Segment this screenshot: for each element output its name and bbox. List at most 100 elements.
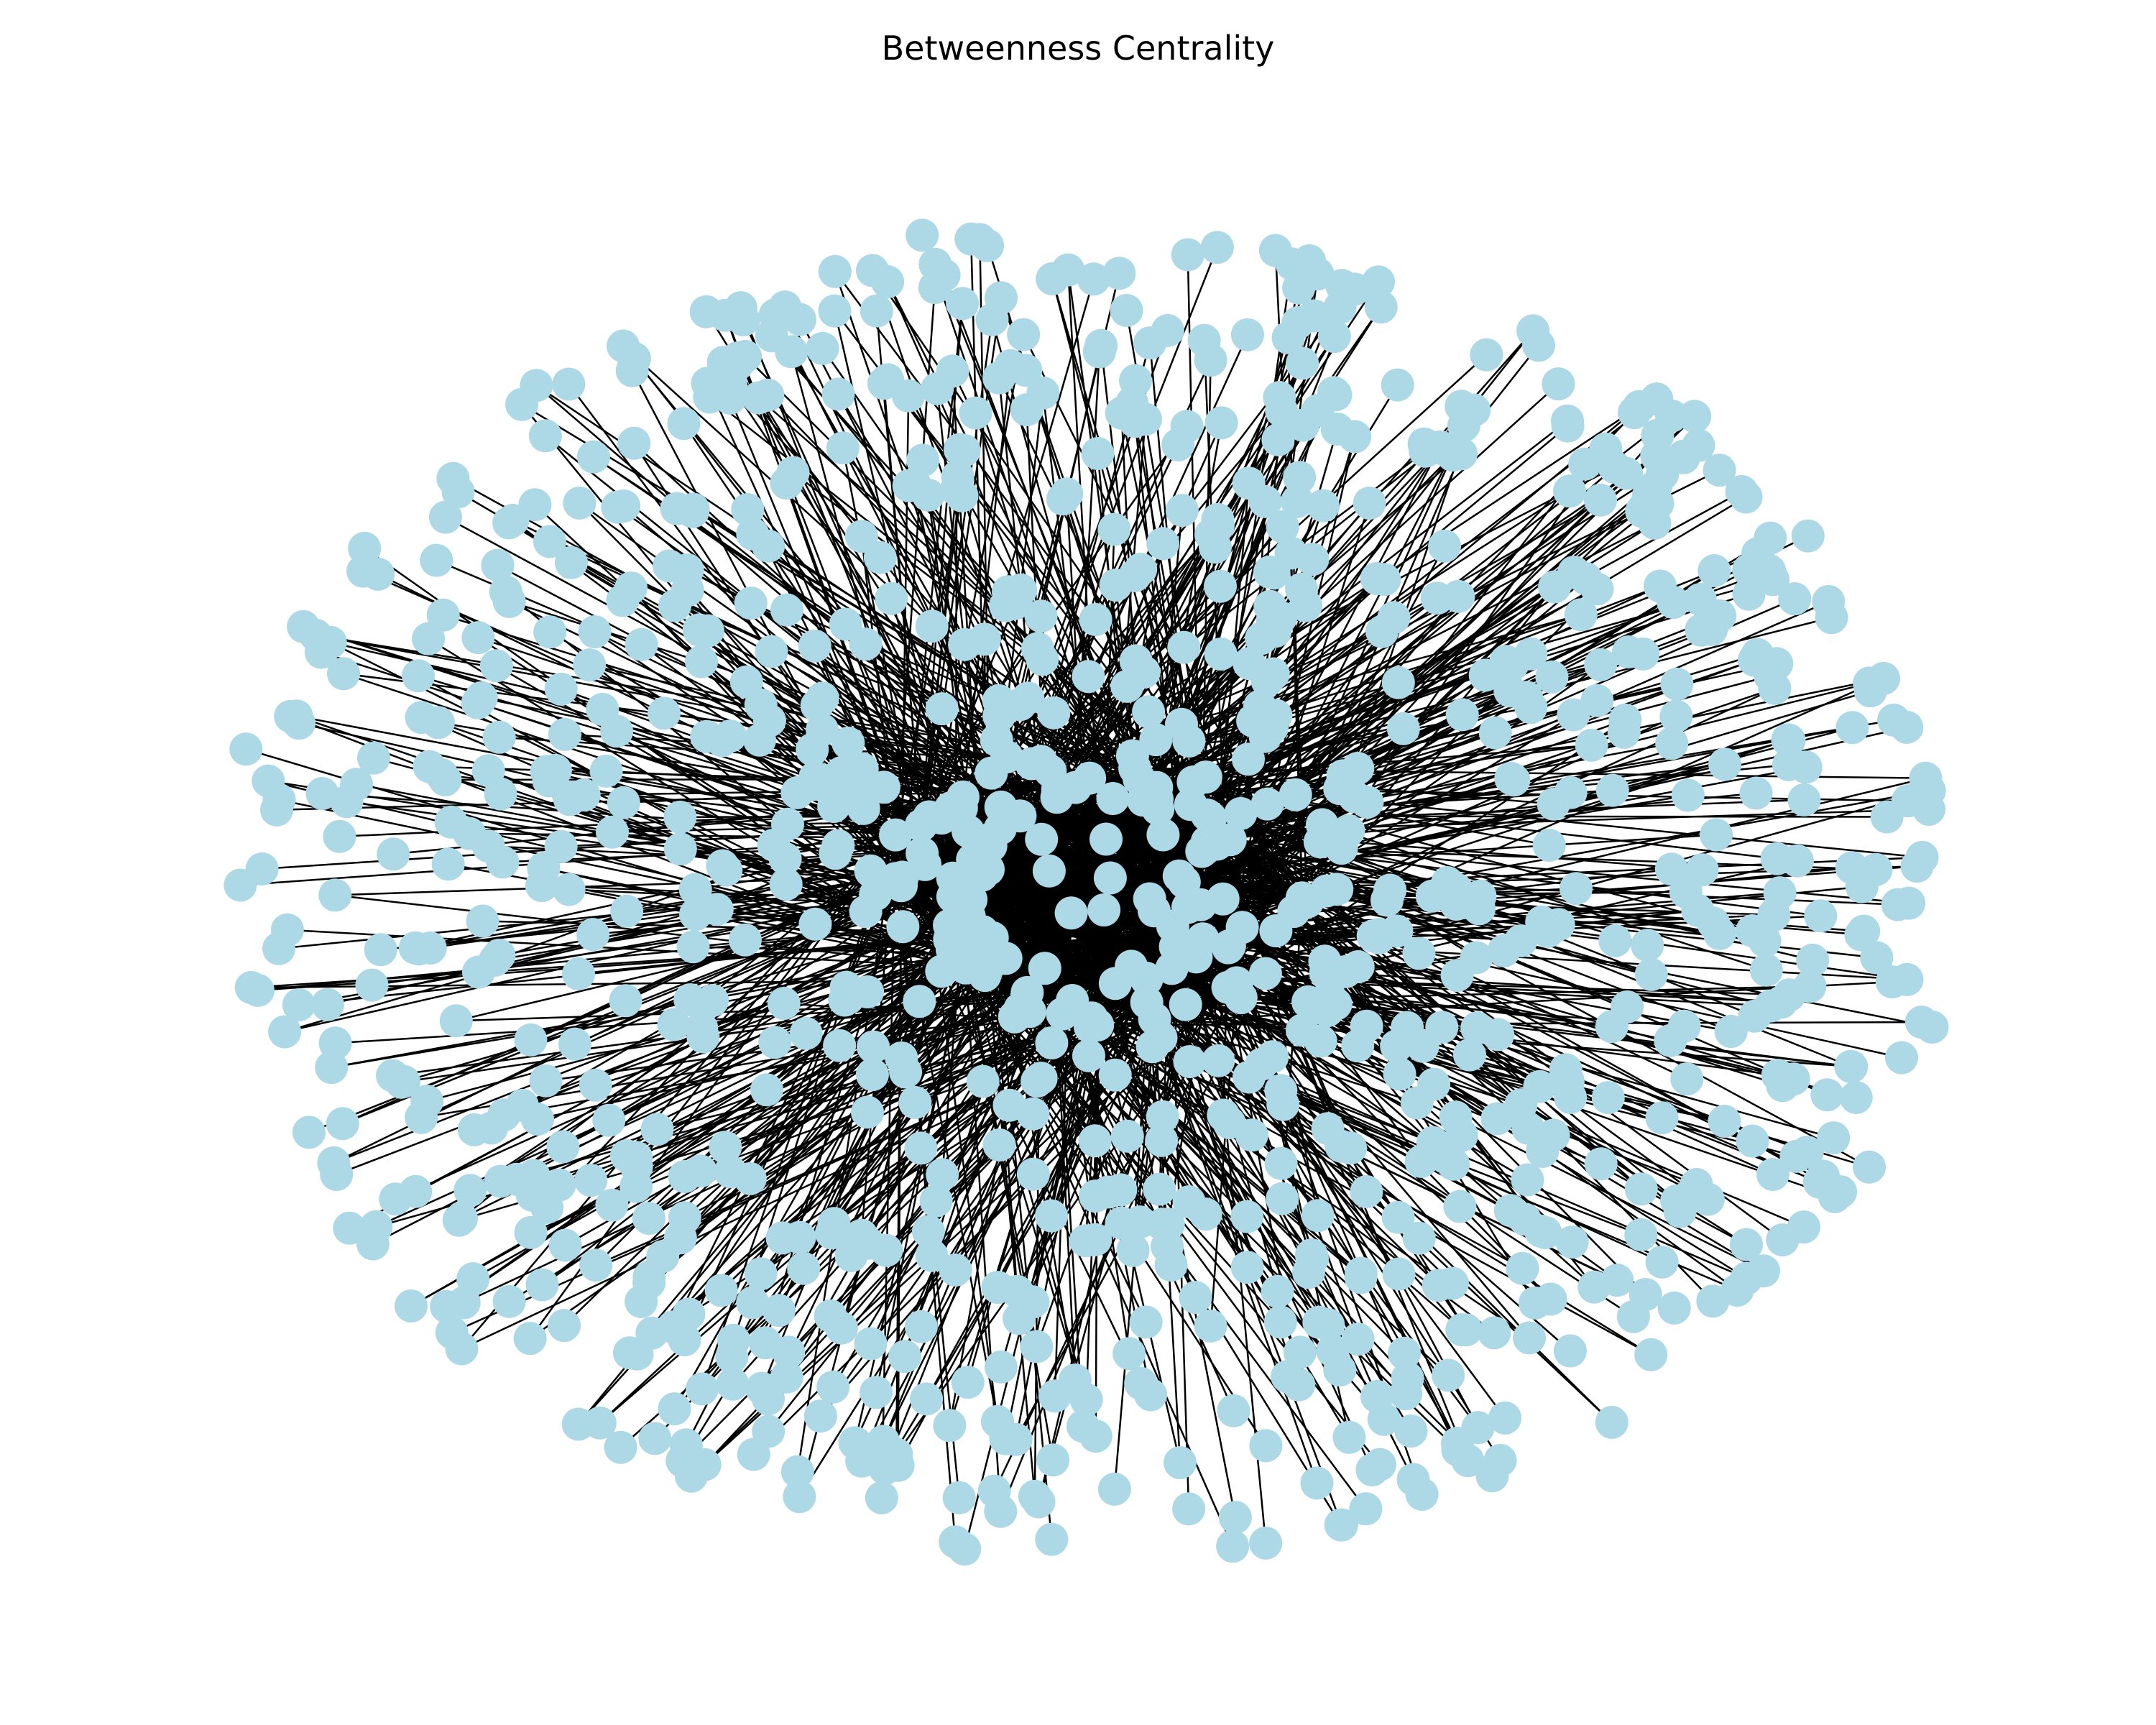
graph-node	[863, 540, 897, 574]
graph-node	[667, 407, 701, 441]
graph-node	[1754, 521, 1787, 555]
graph-node	[1817, 1121, 1851, 1155]
graph-node	[688, 1448, 722, 1481]
graph-node	[867, 770, 900, 804]
graph-node	[439, 1004, 473, 1038]
graph-node	[586, 693, 619, 726]
graph-node	[1350, 1175, 1383, 1208]
graph-node	[1697, 554, 1731, 587]
graph-node	[1553, 1334, 1587, 1368]
graph-node	[1560, 872, 1593, 906]
graph-node	[1468, 658, 1502, 692]
graph-node	[1554, 776, 1588, 809]
graph-edge	[900, 303, 964, 886]
graph-node	[1084, 328, 1118, 362]
graph-node	[1660, 667, 1694, 701]
graph-node	[579, 1068, 612, 1102]
graph-node	[1670, 1062, 1704, 1096]
graph-edge	[895, 878, 999, 1422]
graph-node	[1326, 759, 1360, 793]
graph-node	[1024, 1062, 1058, 1095]
graph-node	[1266, 1182, 1299, 1215]
graph-node	[1453, 1038, 1486, 1072]
graph-node	[1179, 1281, 1212, 1315]
graph-node	[482, 720, 516, 754]
graph-node	[768, 842, 802, 875]
graph-node	[1279, 778, 1312, 811]
graph-node	[868, 1452, 902, 1486]
graph-node	[745, 1371, 779, 1405]
graph-node	[1624, 1172, 1658, 1206]
graph-node	[749, 1326, 782, 1360]
graph-node	[763, 1294, 796, 1328]
graph-node	[607, 786, 640, 819]
graph-node	[525, 1268, 559, 1302]
graph-node	[229, 732, 263, 766]
graph-node	[1793, 970, 1827, 1003]
graph-node	[377, 837, 410, 871]
graph-edge	[1020, 814, 1164, 836]
graph-node	[1300, 1466, 1334, 1500]
graph-node	[1253, 555, 1286, 589]
graph-node	[776, 456, 810, 489]
graph-node	[553, 783, 586, 816]
graph-node	[245, 852, 279, 886]
graph-edge	[541, 962, 957, 1286]
graph-node	[1789, 750, 1823, 784]
graph-node	[604, 1430, 637, 1464]
graph-node	[1235, 1118, 1268, 1152]
graph-node	[402, 659, 435, 693]
graph-node	[1481, 1018, 1515, 1052]
graph-node	[796, 732, 829, 766]
graph-node	[737, 1438, 770, 1471]
graph-node	[1542, 367, 1575, 401]
graph-node	[609, 1139, 643, 1172]
graph-node	[1381, 1200, 1415, 1234]
graph-node	[700, 893, 734, 926]
graph-node	[1478, 716, 1512, 750]
graph-node	[1072, 1039, 1105, 1072]
graph-node	[959, 396, 992, 430]
graph-node	[1445, 1118, 1478, 1152]
graph-node	[466, 904, 499, 938]
graph-node	[980, 723, 1013, 757]
graph-node	[971, 229, 1005, 262]
graph-node	[1595, 1405, 1628, 1439]
graph-node	[282, 988, 315, 1021]
graph-node	[1350, 786, 1384, 819]
graph-node	[1172, 724, 1206, 758]
graph-edge	[923, 278, 1095, 865]
graph-node	[1253, 589, 1287, 623]
graph-node	[1096, 782, 1130, 815]
graph-node	[1660, 1184, 1694, 1218]
graph-edge	[1040, 425, 1465, 763]
graph-node	[1497, 763, 1531, 797]
graph-node	[1024, 599, 1058, 633]
graph-node	[1259, 914, 1293, 947]
graph-node	[327, 657, 360, 691]
graph-node	[1249, 1526, 1283, 1560]
graph-node	[1703, 916, 1736, 950]
graph-node	[1634, 1338, 1668, 1371]
graph-node	[1194, 801, 1227, 834]
graph-node	[1708, 748, 1742, 781]
graph-node	[1058, 1363, 1092, 1397]
graph-node	[1488, 1401, 1522, 1435]
graph-node	[911, 1215, 945, 1248]
graph-node	[1134, 1378, 1168, 1412]
graph-node	[1283, 1335, 1317, 1369]
graph-node	[724, 291, 757, 325]
graph-node	[1217, 1394, 1250, 1427]
graph-node	[728, 923, 762, 957]
graph-edge	[985, 950, 1036, 1497]
graph-node	[529, 1064, 563, 1098]
graph-node	[870, 1233, 903, 1267]
graph-node	[1440, 959, 1474, 993]
graph-node	[910, 1382, 944, 1416]
graph-node	[715, 1340, 749, 1374]
graph-node	[755, 635, 788, 668]
graph-node	[1281, 306, 1315, 339]
graph-node	[492, 1284, 526, 1318]
